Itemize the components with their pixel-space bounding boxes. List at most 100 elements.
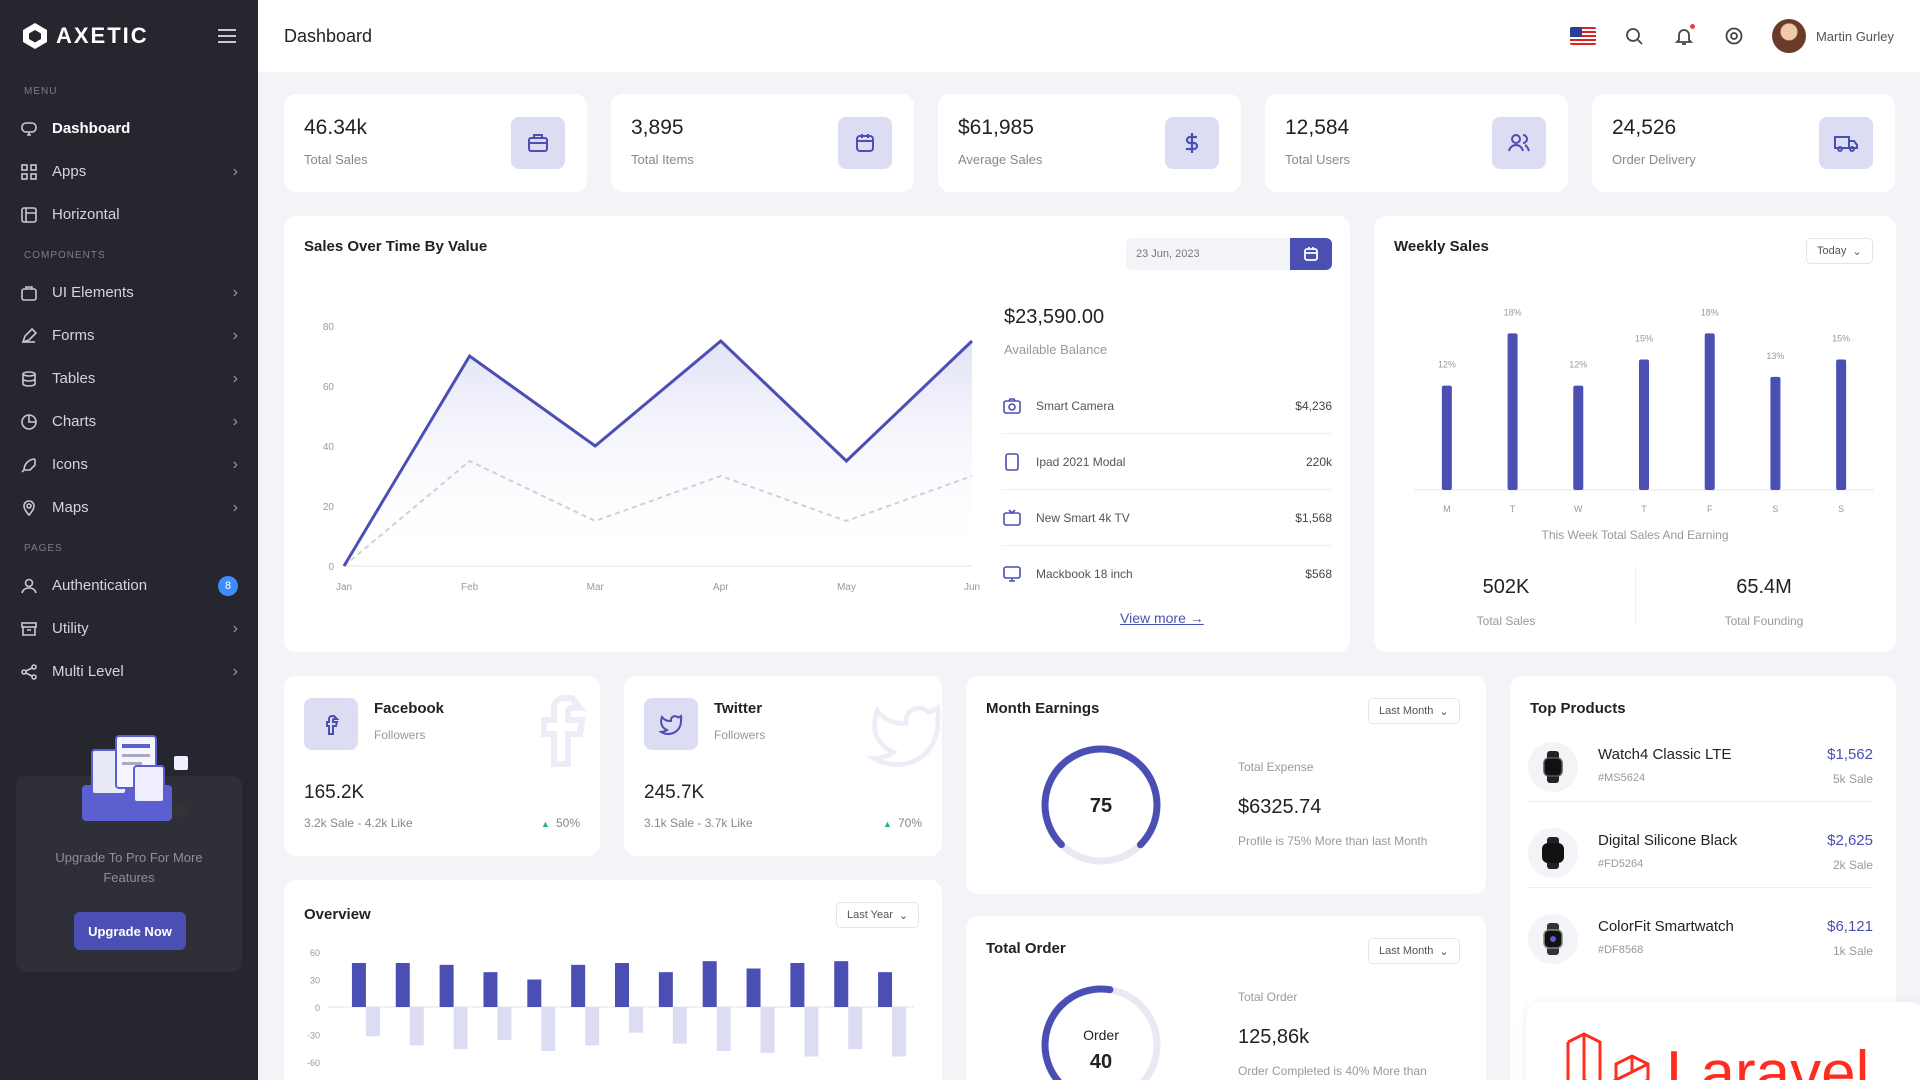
dropdown-value: Today [1817, 245, 1847, 257]
balance-amount: $23,590.00 [1004, 306, 1105, 328]
social-sub: Followers [714, 728, 766, 742]
chevron-right-icon: › [232, 662, 238, 680]
truck-icon[interactable] [1819, 117, 1873, 169]
total-order-filter-dropdown[interactable]: Last Month ⌄ [1368, 938, 1460, 964]
bar-positive [527, 979, 542, 1007]
bar-negative [760, 1007, 775, 1053]
product-name: Ipad 2021 Modal [1036, 454, 1126, 469]
sidebar-item-tables[interactable]: Tables › [0, 357, 258, 400]
briefcase-icon[interactable] [511, 117, 565, 169]
y-tick-label: 20 [323, 502, 335, 513]
stat-card-total-users: 12,584 Total Users [1265, 94, 1568, 192]
weekly-filter-dropdown[interactable]: Today ⌄ [1806, 238, 1873, 264]
product-name: New Smart 4k TV [1036, 510, 1130, 525]
facebook-card: Facebook Followers 165.2K 3.2k Sale - 4.… [284, 676, 600, 856]
sidebar-item-horizontal[interactable]: Horizontal [0, 193, 258, 236]
us-flag-icon[interactable] [1569, 27, 1596, 45]
sidebar-item-multi-level[interactable]: Multi Level › [0, 650, 258, 693]
bar-positive [615, 963, 629, 1007]
bar-negative [497, 1007, 512, 1040]
list-item[interactable]: Ipad 2021 Modal 220k [1002, 434, 1332, 490]
gauge-progress [1041, 745, 1161, 865]
upgrade-now-button[interactable]: Upgrade Now [74, 912, 186, 950]
chevron-right-icon: › [232, 498, 238, 516]
user-menu[interactable]: Martin Gurley [1771, 19, 1894, 53]
settings-gear-icon[interactable] [1722, 24, 1746, 48]
users-icon[interactable] [1492, 117, 1546, 169]
sidebar-item-charts[interactable]: Charts › [0, 400, 258, 443]
sidebar-item-label: Utility [52, 620, 89, 637]
data-label: 12% [1569, 360, 1587, 370]
sidebar-item-label: Horizontal [52, 206, 120, 223]
area-fill [344, 341, 972, 566]
card-title: Weekly Sales [1394, 238, 1489, 255]
view-more-link[interactable]: View more → [1120, 610, 1204, 626]
hamburger-menu-icon[interactable] [218, 29, 236, 43]
overview-filter-dropdown[interactable]: Last Year ⌄ [836, 902, 920, 928]
arrow-up-icon: ▲ [883, 819, 892, 829]
notification-dot [1687, 22, 1697, 31]
order-gauge: Order 40 [1041, 985, 1161, 1080]
data-label: 15% [1832, 334, 1850, 344]
date-input[interactable] [1126, 238, 1290, 270]
list-item[interactable]: ColorFit Smartwatch #DF8568 $6,121 1k Sa… [1528, 904, 1873, 974]
facebook-icon[interactable] [304, 698, 358, 750]
stat-card-total-sales: 46.34k Total Sales [284, 94, 587, 192]
x-tick-label: Feb [461, 582, 479, 593]
gauge-value: 40 [1090, 1051, 1112, 1073]
stat-card-average-sales: $61,985 Average Sales [938, 94, 1241, 192]
expense-amount: $6325.74 [1238, 796, 1322, 818]
growth-percent: ▲ 50% [541, 816, 580, 830]
sidebar-item-maps[interactable]: Maps › [0, 486, 258, 529]
search-icon[interactable] [1622, 24, 1646, 48]
sidebar-item-authentication[interactable]: Authentication 8 [0, 564, 258, 607]
database-icon [20, 370, 38, 388]
list-item[interactable]: Watch4 Classic LTE #MS5624 $1,562 5k Sal… [1528, 732, 1873, 802]
sidebar-item-forms[interactable]: Forms › [0, 314, 258, 357]
stat-label: Average Sales [958, 152, 1043, 167]
bar-negative [892, 1007, 907, 1057]
sidebar-item-icons[interactable]: Icons › [0, 443, 258, 486]
x-tick-label: T [1641, 504, 1647, 514]
laptop-icon [1002, 565, 1024, 583]
x-tick-label: S [1838, 504, 1844, 514]
bar-positive [395, 963, 410, 1007]
layout-icon [20, 206, 38, 224]
y-tick-label: 0 [328, 562, 334, 573]
grid-icon [20, 163, 38, 181]
total-founding-label: Total Founding [1724, 614, 1804, 628]
card-title: Total Order [986, 940, 1066, 957]
chevron-right-icon: › [232, 283, 238, 301]
product-sale: 1k Sale [1832, 944, 1873, 958]
bar [1770, 376, 1781, 490]
twitter-icon[interactable] [644, 698, 698, 750]
logo-hexagon-icon [22, 22, 48, 50]
weekly-bar-chart: 12% M 18% T 12% W 15% T 18% F 13% S 15% S [1414, 307, 1874, 514]
laravel-promo-card[interactable]: Laravel [1526, 1002, 1920, 1080]
product-price: $2,625 [1827, 832, 1873, 849]
divider [1635, 566, 1636, 622]
earnings-gauge: 75 [1041, 745, 1161, 865]
list-item[interactable]: Mackbook 18 inch $568 [1002, 546, 1332, 602]
dollar-icon[interactable] [1165, 117, 1219, 169]
list-item[interactable]: Digital Silicone Black #FD5264 $2,625 2k… [1528, 818, 1873, 888]
sidebar-item-dashboard[interactable]: Dashboard [0, 107, 258, 150]
user-name: Martin Gurley [1815, 28, 1894, 44]
list-item[interactable]: Smart Camera $4,236 [1002, 378, 1332, 434]
weekly-sales-card: Weekly Sales Today ⌄ 12% M 18% T 12% W 15% T 18% F… [1374, 216, 1896, 652]
bell-icon[interactable] [1672, 22, 1697, 48]
calendar-icon[interactable] [838, 117, 892, 169]
y-tick-label: 80 [323, 322, 335, 333]
product-code: #DF8568 [1598, 944, 1644, 956]
sidebar-item-ui-elements[interactable]: UI Elements › [0, 271, 258, 314]
calendar-button[interactable] [1290, 238, 1332, 270]
sidebar-item-utility[interactable]: Utility › [0, 607, 258, 650]
list-item[interactable]: New Smart 4k TV $1,568 [1002, 490, 1332, 546]
product-sale: 5k Sale [1832, 772, 1873, 786]
avatar [1771, 19, 1806, 53]
sidebar-item-label: Maps [52, 499, 89, 516]
sidebar-item-apps[interactable]: Apps › [0, 150, 258, 193]
bar-negative [804, 1007, 819, 1057]
product-code: #MS5624 [1598, 772, 1646, 784]
month-earnings-filter-dropdown[interactable]: Last Month ⌄ [1368, 698, 1460, 724]
